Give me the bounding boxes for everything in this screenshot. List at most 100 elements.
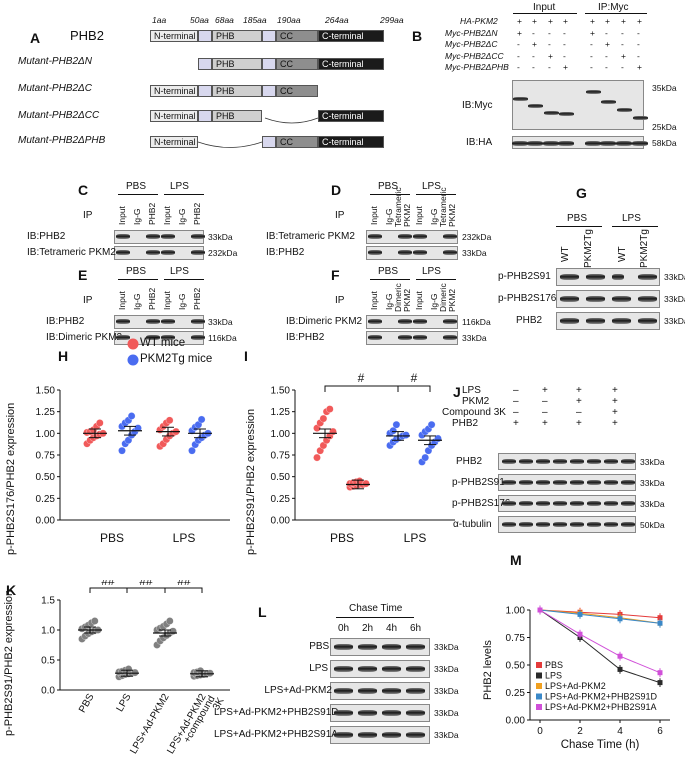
legend-swatch xyxy=(536,704,542,710)
band xyxy=(585,141,601,146)
band xyxy=(334,666,353,672)
domain-cterm: C-terminal xyxy=(318,30,384,42)
blot-label: IB:PHB2 xyxy=(266,247,305,258)
domain-nterm: N-terminal xyxy=(150,85,198,97)
data-point xyxy=(319,414,328,423)
x-tick-label: LPS xyxy=(173,531,196,545)
mark: – xyxy=(576,407,582,418)
data-point xyxy=(326,405,334,413)
domain-phb: PHB xyxy=(212,110,262,122)
band xyxy=(587,501,601,506)
mark: + xyxy=(576,418,582,429)
group-label: PBS xyxy=(378,181,399,192)
data-point xyxy=(427,420,436,429)
mark: + xyxy=(513,418,519,429)
band xyxy=(536,522,550,527)
band xyxy=(519,501,533,506)
mw-label: 33kDa xyxy=(640,478,665,488)
band xyxy=(398,250,412,255)
band xyxy=(536,459,550,464)
band xyxy=(512,141,528,146)
blot xyxy=(366,315,458,329)
panel-j-letter: J xyxy=(453,384,461,400)
sig-label: ## xyxy=(101,580,115,588)
band xyxy=(146,250,160,255)
band xyxy=(502,501,516,506)
legend xyxy=(127,338,139,366)
mark: - xyxy=(605,27,608,38)
band xyxy=(161,335,175,340)
domain-cterm: C-terminal xyxy=(318,136,384,148)
row-label: LPS xyxy=(462,385,481,396)
panel-b-letter: B xyxy=(412,28,423,44)
data-point xyxy=(577,611,583,617)
mw-label: 33kDa xyxy=(462,333,487,343)
data-point xyxy=(134,424,142,432)
band xyxy=(146,319,160,324)
mw-label: 25kDa xyxy=(652,122,677,132)
band xyxy=(334,688,353,694)
data-point xyxy=(197,415,206,424)
data-point xyxy=(657,620,663,626)
band xyxy=(406,666,425,672)
time-label: 0h xyxy=(338,623,350,634)
band xyxy=(560,296,579,302)
mark: - xyxy=(605,62,608,72)
mark: - xyxy=(517,62,520,72)
aa-label: 190aa xyxy=(277,15,301,25)
series-line xyxy=(539,609,661,624)
panel-l-letter: L xyxy=(258,604,267,620)
band xyxy=(382,688,401,694)
band xyxy=(146,335,160,340)
blot xyxy=(330,660,430,678)
lane-label: WT xyxy=(617,246,628,262)
group-label: PBS xyxy=(378,266,399,277)
underline xyxy=(118,194,158,195)
legend-swatch xyxy=(536,683,542,689)
mark: + xyxy=(563,16,568,26)
y-tick-label: 1.00 xyxy=(271,429,291,440)
mark: + xyxy=(605,16,610,26)
domain-gap xyxy=(262,136,276,148)
blot-label: p-PHB2S176 xyxy=(498,293,557,304)
time-label: 4h xyxy=(386,623,398,634)
band xyxy=(116,319,130,324)
ip-label: IP xyxy=(83,295,93,306)
y-tick-label: 0.25 xyxy=(36,494,56,505)
mark: - xyxy=(637,39,640,49)
band xyxy=(536,480,550,485)
lane-label: PHB2 xyxy=(192,287,202,310)
mutant-label: Mutant-PHB2ΔPHB xyxy=(18,135,106,146)
lane-label: Input xyxy=(414,206,424,225)
group-label: PBS xyxy=(126,181,147,192)
panel-m-letter: M xyxy=(510,552,522,568)
underline xyxy=(164,194,204,195)
mark: - xyxy=(563,50,566,61)
mark: + xyxy=(637,16,642,26)
blot-label: p-PHB2S91 xyxy=(452,477,505,488)
y-tick-label: 1.25 xyxy=(271,407,291,418)
band xyxy=(398,234,412,239)
band xyxy=(191,234,205,239)
y-axis-label: p-PHB2S91/PHB2 expression xyxy=(3,589,15,736)
panel-letter: C xyxy=(78,182,89,198)
panel-letter: E xyxy=(78,267,88,283)
band xyxy=(191,250,205,255)
mw-label: 35kDa xyxy=(652,83,677,93)
blot xyxy=(498,474,636,491)
band xyxy=(358,710,377,716)
y-axis-label: p-PHB2S91/PHB2 expression xyxy=(245,408,257,555)
mark: + xyxy=(576,385,582,396)
x-tick-label: 0 xyxy=(537,726,543,737)
band xyxy=(536,501,550,506)
band xyxy=(604,522,618,527)
y-tick-label: 0.75 xyxy=(506,633,526,644)
mark: + xyxy=(612,385,618,396)
legend-label: LPS+Ad-PKM2 xyxy=(545,681,606,691)
blot-label: IB:HA xyxy=(466,137,493,148)
panel-letter: F xyxy=(331,267,340,283)
blot xyxy=(556,312,660,330)
mw-label: 33kDa xyxy=(664,294,685,304)
